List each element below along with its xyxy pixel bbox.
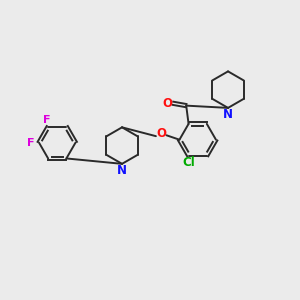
Text: F: F — [43, 116, 50, 125]
Text: N: N — [117, 164, 127, 176]
Text: Cl: Cl — [182, 156, 195, 169]
Text: O: O — [156, 127, 166, 140]
Text: N: N — [223, 108, 233, 121]
Text: O: O — [163, 97, 173, 110]
Text: F: F — [27, 138, 34, 148]
